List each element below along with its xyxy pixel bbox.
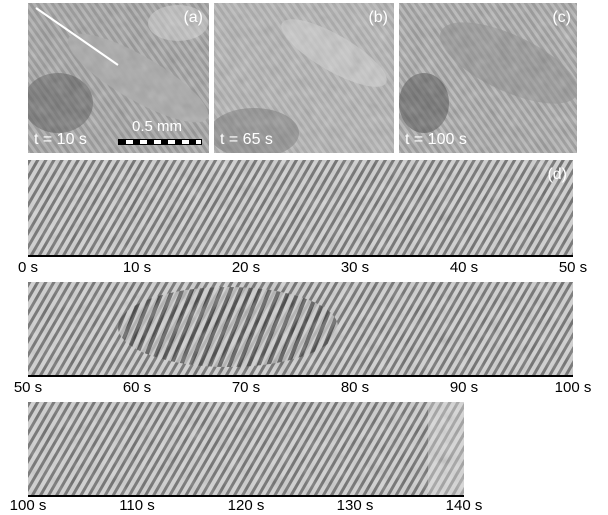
kymograph-row-3-image <box>28 402 464 495</box>
kymograph-row-1-axis <box>28 255 573 257</box>
panel-d-label: (d) <box>547 166 567 183</box>
kymograph-row-3-tick-label: 130 s <box>336 497 374 514</box>
kymograph-row-2-tick-label: 80 s <box>340 379 370 396</box>
panel-b-image <box>214 3 394 153</box>
kymograph-row-1-image <box>28 160 573 255</box>
kymograph-row-2-tick-label: 70 s <box>231 379 261 396</box>
kymograph-row-1-tick-label: 20 s <box>231 259 261 276</box>
kymograph-row-2 <box>28 282 573 375</box>
kymograph-row-2-axis <box>28 375 573 377</box>
kymograph-row-1-tick-label: 50 s <box>558 259 588 276</box>
kymograph-row-2-tick-label: 60 s <box>122 379 152 396</box>
kymograph-row-3-tick-label: 100 s <box>9 497 47 514</box>
panel-c: (c) t = 100 s <box>399 3 577 153</box>
kymograph-row-3-tick-label: 110 s <box>119 497 155 514</box>
kymograph-row-3-tick-label: 140 s <box>445 497 483 514</box>
kymograph-row-2-tick-label: 100 s <box>554 379 592 396</box>
kymograph-row-2-tick-label: 90 s <box>449 379 479 396</box>
panel-c-label: (c) <box>552 9 571 26</box>
scale-bar <box>118 139 202 145</box>
panel-a-image <box>28 3 209 153</box>
panel-b-time: t = 65 s <box>220 131 273 148</box>
kymograph-row-1: (d) <box>28 160 573 255</box>
panel-a-label: (a) <box>183 9 203 26</box>
kymograph-row-3-axis <box>28 495 464 497</box>
kymograph-row-1-tick-label: 0 s <box>17 259 39 276</box>
kymograph-row-3 <box>28 402 464 495</box>
scale-bar-label: 0.5 mm <box>132 118 183 135</box>
panel-b-label: (b) <box>368 9 388 26</box>
kymograph-row-3-tick-label: 120 s <box>227 497 265 514</box>
kymograph-row-1-tick-label: 10 s <box>122 259 152 276</box>
kymograph-row-1-tick-label: 40 s <box>449 259 479 276</box>
panel-a: (a) t = 10 s 0.5 mm <box>28 3 209 153</box>
panel-c-image <box>399 3 577 153</box>
panel-b: (b) t = 65 s <box>214 3 394 153</box>
kymograph-row-2-tick-label: 50 s <box>13 379 43 396</box>
panel-c-time: t = 100 s <box>405 131 467 148</box>
panel-a-time: t = 10 s <box>34 131 87 148</box>
kymograph-row-1-tick-label: 30 s <box>340 259 370 276</box>
kymograph-row-2-image <box>28 282 573 375</box>
